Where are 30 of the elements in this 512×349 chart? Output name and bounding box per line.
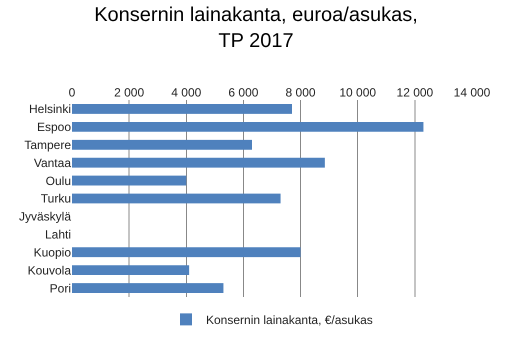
y-tick-label: Kouvola xyxy=(28,263,72,278)
y-tick-label: Oulu xyxy=(46,174,71,188)
y-tick-label: Vantaa xyxy=(34,156,72,170)
x-tick-label: 4 000 xyxy=(171,86,202,100)
bar xyxy=(72,176,186,186)
y-tick-label: Lahti xyxy=(44,228,71,242)
y-tick-label: Kuopio xyxy=(34,245,72,260)
bar xyxy=(72,122,424,132)
bar xyxy=(72,140,252,150)
y-tick-label: Turku xyxy=(40,192,71,206)
x-tick-label: 8 000 xyxy=(286,86,316,100)
x-tick-label: 0 xyxy=(68,86,76,100)
y-tick-label: Jyväskylä xyxy=(18,210,72,224)
x-tick-label: 12 000 xyxy=(396,86,434,100)
y-tick-label: Espoo xyxy=(36,120,72,134)
x-tick-label: 2 000 xyxy=(114,86,144,100)
bar xyxy=(72,194,281,204)
y-tick-label: Helsinki xyxy=(28,102,71,116)
x-tick-label: 10 000 xyxy=(339,86,376,100)
y-tick-label: Pori xyxy=(50,281,71,296)
x-tick-label: 6 000 xyxy=(228,86,259,100)
bar xyxy=(72,283,224,293)
bar xyxy=(72,104,292,114)
x-tick-label: 14 000 xyxy=(454,86,491,100)
legend-label: Konsernin lainakanta, €/asukas xyxy=(206,313,373,328)
bar xyxy=(72,247,301,258)
chart-title: Konsernin lainakanta, euroa/asukas, TP 2017 xyxy=(94,4,418,52)
bar xyxy=(72,265,190,276)
y-tick-label: Tampere xyxy=(24,138,72,152)
bar xyxy=(72,158,325,168)
